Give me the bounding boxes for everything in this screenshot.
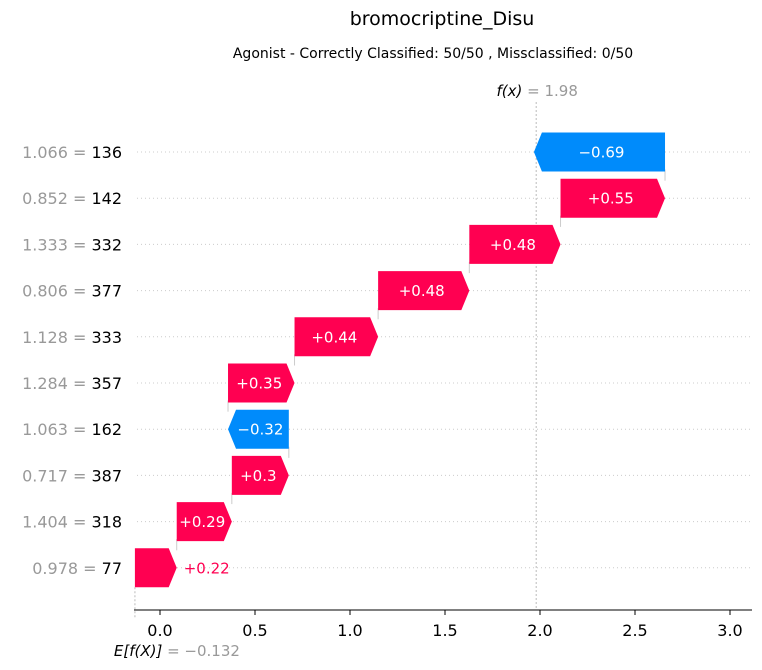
- bar-value-label: +0.3: [240, 467, 276, 485]
- chart-subtitle: Agonist - Correctly Classified: 50/50 , …: [233, 46, 633, 62]
- feature-value: 0.852 =: [22, 189, 91, 208]
- positive-bar: [231, 455, 289, 495]
- bar-value-label: +0.35: [236, 375, 282, 393]
- feature-label: 1.063 = 162: [22, 420, 122, 439]
- output-value: = 1.98: [527, 82, 578, 100]
- feature-label: 1.333 = 332: [22, 235, 122, 254]
- bar-layer: [134, 132, 666, 588]
- feature-label: 0.806 = 377: [22, 282, 122, 301]
- feature-value: 0.806 =: [22, 282, 91, 301]
- bar-value-label: +0.48: [399, 282, 445, 300]
- bar-value-label: −0.32: [237, 421, 283, 439]
- x-tick-label: 2.5: [622, 621, 647, 640]
- base-value: = −0.132: [167, 642, 240, 660]
- chart-title: bromocriptine_Disu: [350, 8, 535, 30]
- feature-name: 332: [91, 235, 122, 254]
- feature-name: 357: [91, 374, 122, 393]
- grid-layer: [137, 151, 752, 569]
- feature-value: 1.066 =: [22, 143, 91, 162]
- feature-value: 1.333 =: [22, 235, 91, 254]
- feature-value: 1.063 =: [22, 420, 91, 439]
- bar-value-label: +0.55: [588, 190, 634, 208]
- feature-value: 1.284 =: [22, 374, 91, 393]
- x-tick-label: 3.0: [717, 621, 742, 640]
- feature-value: 0.717 =: [22, 466, 91, 485]
- base-label: E[f(X)]: [114, 642, 167, 660]
- feature-value: 1.404 =: [22, 513, 91, 532]
- output-label: f(x): [497, 82, 528, 100]
- feature-label: 1.284 = 357: [22, 374, 122, 393]
- feature-label: 0.717 = 387: [22, 466, 122, 485]
- positive-bar: [176, 502, 232, 542]
- bar-value-label: +0.44: [311, 328, 357, 346]
- feature-name: 77: [102, 559, 122, 578]
- feature-name: 377: [91, 282, 122, 301]
- positive-bar: [378, 271, 470, 311]
- feature-label: 1.066 = 136: [22, 143, 122, 162]
- x-tick-label: 0.0: [147, 621, 172, 640]
- x-tick-label: 1.0: [337, 621, 362, 640]
- feature-name: 318: [91, 513, 122, 532]
- bar-value-label: +0.29: [179, 513, 225, 531]
- bar-value-label: +0.22: [184, 559, 230, 577]
- feature-value: 1.128 =: [22, 328, 91, 347]
- x-axis: 0.0 0.5 1.0 1.5 2.0 2.5 3.0 f(x) = 1.98 E[f(X)] …: [114, 82, 752, 660]
- feature-name: 162: [91, 420, 122, 439]
- positive-bar: [134, 548, 177, 588]
- bar-value-label: −0.69: [578, 144, 624, 162]
- feature-value: 0.978 =: [32, 559, 101, 578]
- feature-name: 136: [91, 143, 122, 162]
- negative-bar: [228, 409, 289, 449]
- positive-bar: [560, 178, 666, 218]
- bar-value-label: +0.48: [490, 236, 536, 254]
- positive-bar: [228, 363, 295, 403]
- positive-bar: [469, 224, 561, 264]
- feature-name: 142: [91, 189, 122, 208]
- positive-bar: [294, 317, 379, 357]
- x-tick-label: 2.0: [527, 621, 552, 640]
- x-tick-label: 0.5: [242, 621, 267, 640]
- feature-label: 0.978 = 77: [32, 559, 122, 578]
- negative-bar: [533, 132, 666, 172]
- output-value-label: f(x) = 1.98: [497, 82, 578, 100]
- feature-label: 1.404 = 318: [22, 513, 122, 532]
- base-value-label: E[f(X)] = −0.132: [114, 642, 240, 660]
- feature-label: 0.852 = 142: [22, 189, 122, 208]
- label-layer: −0.69 1.066 = 136 +0.55 0.852 = 142 +0.48 1.3…: [22, 143, 634, 578]
- x-tick-label: 1.5: [432, 621, 457, 640]
- feature-name: 387: [91, 466, 122, 485]
- feature-label: 1.128 = 333: [22, 328, 122, 347]
- feature-name: 333: [91, 328, 122, 347]
